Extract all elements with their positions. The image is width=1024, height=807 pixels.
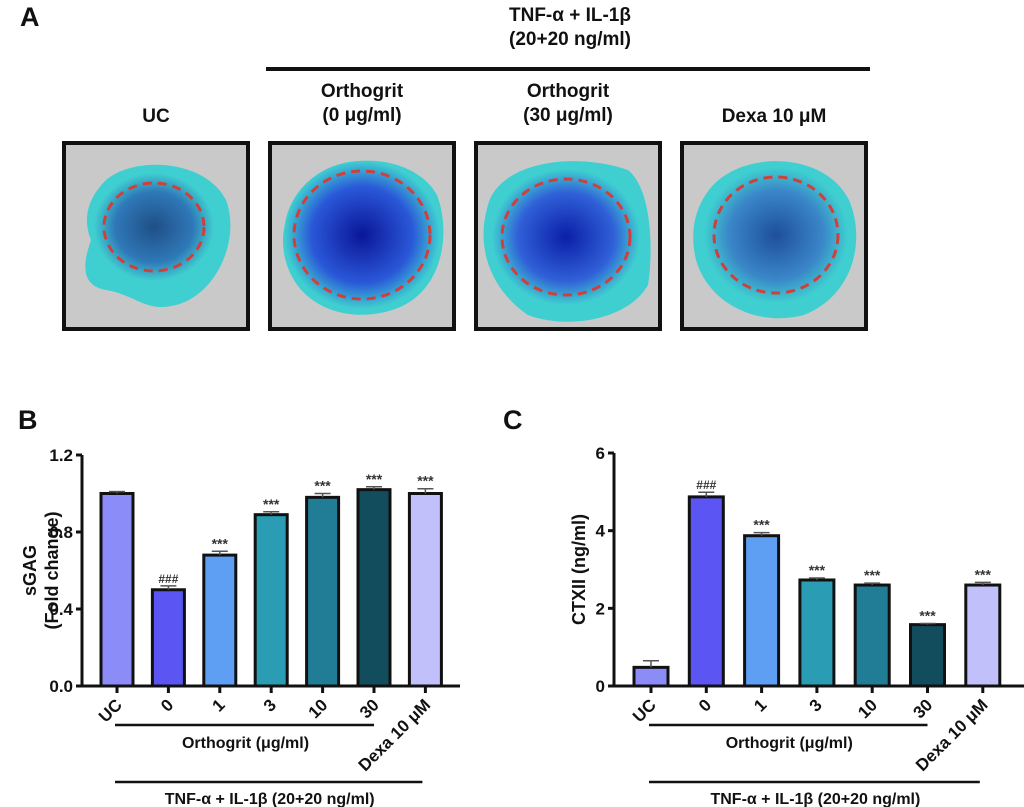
significance-label: *** — [809, 562, 826, 578]
y-tick-label: 0.8 — [49, 523, 73, 542]
significance-label: *** — [366, 471, 383, 487]
x-tick-label: 3 — [806, 695, 826, 715]
treatment-group-label: TNF-α + IL-1β (20+20 ng/ml) — [710, 791, 920, 807]
x-tick-label: 30 — [910, 695, 937, 722]
column-label-3: Dexa 10 μM — [670, 105, 878, 129]
column-label-line1: Orthogrit — [320, 81, 404, 102]
y-axis-label-line2: (Fold change) — [42, 512, 62, 630]
y-axis-label: CTXII (ng/ml) — [569, 514, 589, 625]
x-tick-label: 3 — [260, 695, 280, 715]
panel-b-letter: B — [18, 405, 38, 435]
column-label-2: Orthogrit (30 μg/ml) — [464, 80, 672, 128]
bar — [743, 534, 781, 688]
bar — [305, 495, 341, 688]
dashed-circle-outline — [712, 175, 840, 295]
significance-label: *** — [263, 496, 280, 512]
y-tick-label: 6 — [596, 444, 605, 463]
significance-label: ### — [158, 572, 178, 586]
x-tick-label: 10 — [854, 695, 881, 722]
x-tick-label: 1 — [208, 695, 228, 715]
panel-c-letter: C — [503, 405, 523, 435]
bar — [964, 583, 1002, 688]
bar — [150, 588, 186, 688]
column-label-line2: (0 μg/ml) — [322, 105, 402, 126]
spheroid-core — [284, 161, 440, 309]
significance-label: *** — [314, 478, 331, 494]
y-tick-label: 0.4 — [49, 600, 73, 619]
column-label-line1: Orthogrit — [526, 81, 610, 102]
column-label-1: Orthogrit (0 μg/ml) — [258, 80, 466, 128]
bar — [798, 578, 836, 688]
x-tick-label: 1 — [750, 695, 770, 715]
bar — [356, 488, 392, 688]
bar — [99, 492, 135, 688]
significance-label: *** — [864, 567, 881, 583]
bar — [253, 513, 289, 688]
micrograph-2 — [474, 141, 662, 331]
bar — [407, 492, 443, 688]
bar — [687, 495, 725, 688]
column-label-line1: UC — [142, 106, 170, 127]
y-tick-label: 1.2 — [49, 446, 73, 465]
y-axis-label-line1: sGAG — [20, 545, 40, 596]
x-tick-label: 30 — [356, 695, 383, 722]
significance-label: *** — [975, 566, 992, 582]
spheroid-core — [94, 173, 214, 281]
spheroid-core — [492, 169, 640, 305]
orthogrit-group-label: Orthogrit (μg/ml) — [182, 735, 309, 752]
x-tick-label: 0 — [157, 695, 177, 715]
panel-a-letter: A — [20, 2, 40, 32]
significance-label: ### — [696, 478, 716, 492]
orthogrit-group-label: Orthogrit (μg/ml) — [726, 735, 853, 752]
treatment-group-label: TNF-α + IL-1β (20+20 ng/ml) — [165, 791, 375, 807]
treatment-bracket-line — [266, 67, 870, 71]
micrograph-0 — [62, 141, 250, 331]
spheroid-core — [704, 167, 848, 303]
significance-label: *** — [212, 535, 229, 551]
dashed-circle-outline — [500, 177, 632, 297]
bar — [202, 553, 238, 688]
column-label-0: UC — [52, 105, 260, 129]
treatment-header: TNF-α + IL-1β (20+20 ng/ml) — [400, 4, 740, 52]
bar — [632, 665, 670, 688]
dashed-circle-outline — [102, 181, 206, 273]
y-tick-label: 0.0 — [49, 677, 73, 696]
micrograph-3 — [680, 141, 868, 331]
micrograph-1 — [268, 141, 456, 331]
significance-label: *** — [919, 607, 936, 623]
x-tick-label: 0 — [695, 695, 715, 715]
column-label-line2: (30 μg/ml) — [523, 105, 613, 126]
chart-c-ctxii: 0 2 4 6 CTXII (ng/ml) UC ### 0 *** 1 *** 3 *** 10 *** 3… — [569, 444, 1024, 807]
x-tick-label: 10 — [305, 695, 332, 722]
significance-label: *** — [417, 473, 434, 489]
dashed-circle-outline — [292, 169, 432, 301]
x-tick-label: UC — [95, 695, 126, 726]
column-label-line1: Dexa 10 μM — [721, 106, 827, 127]
treatment-header-line2: (20+20 ng/ml) — [509, 29, 631, 50]
bar — [909, 623, 946, 688]
chart-b-sgag: 0.0 0.4 0.8 1.2 sGAG (Fold change) UC ### 0 *** 1 *… — [20, 446, 460, 807]
x-tick-label: UC — [629, 695, 660, 726]
bar — [853, 583, 891, 688]
treatment-header-line1: TNF-α + IL-1β — [509, 5, 631, 26]
significance-label: *** — [753, 517, 770, 533]
y-tick-label: 4 — [596, 522, 606, 541]
y-tick-label: 0 — [596, 677, 605, 696]
y-tick-label: 2 — [596, 599, 605, 618]
